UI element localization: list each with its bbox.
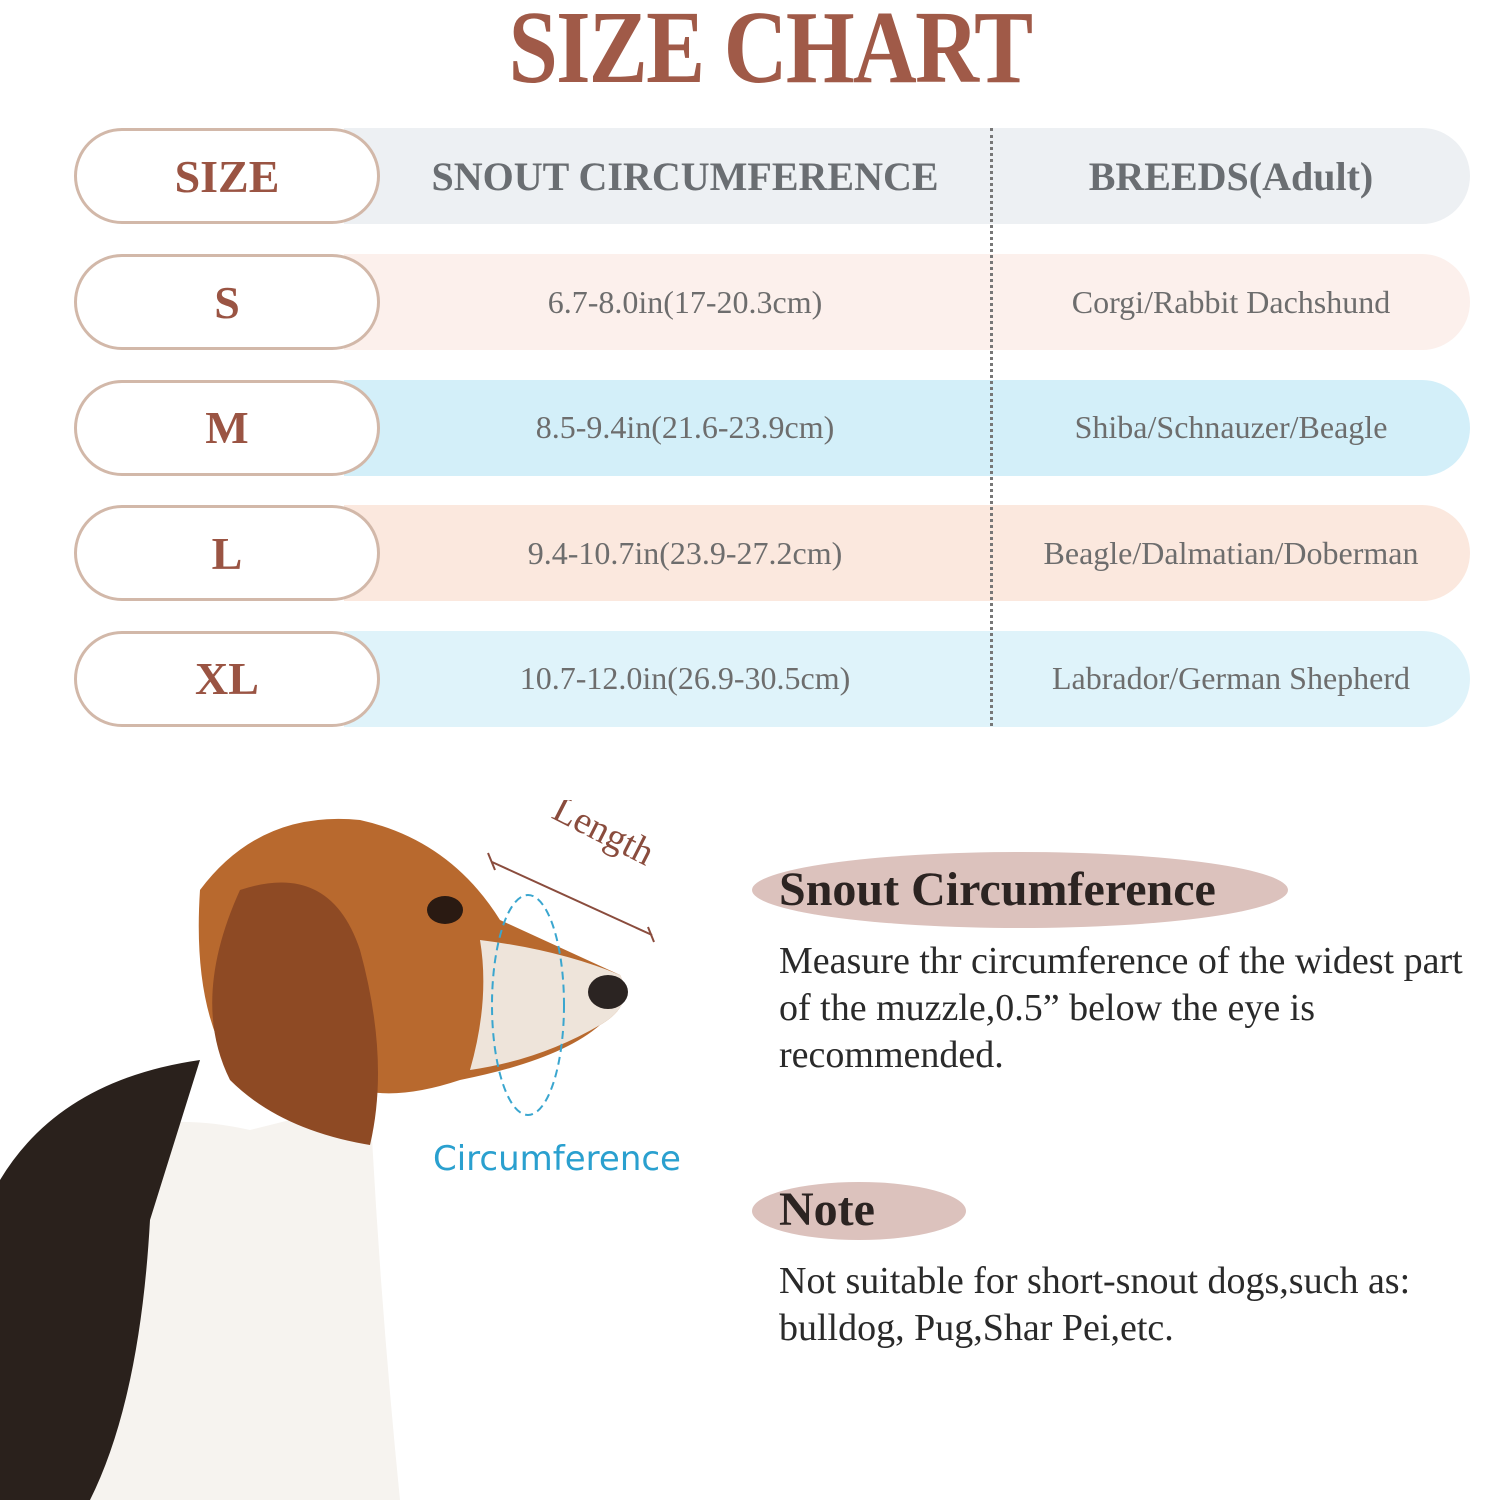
size-cell: L bbox=[74, 505, 380, 601]
snout-heading: Snout Circumference bbox=[779, 863, 1216, 916]
breeds-cell: Beagle/Dalmatian/Doberman bbox=[1043, 534, 1419, 571]
breeds-cell: Shiba/Schnauzer/Beagle bbox=[1074, 409, 1388, 445]
circumference-label: Circumference bbox=[433, 1139, 681, 1179]
row-band bbox=[344, 128, 1470, 224]
row-band bbox=[344, 379, 1470, 476]
page-title: SIZE CHART bbox=[508, 0, 1033, 105]
heading-highlight bbox=[752, 1182, 966, 1240]
row-band bbox=[344, 505, 1470, 601]
circumference-marker bbox=[491, 894, 565, 1116]
header-breeds: BREEDS(Adult) bbox=[1088, 153, 1374, 199]
dog-neck-dark bbox=[0, 1060, 200, 1500]
size-cell: S bbox=[74, 254, 380, 350]
dog-illustration: Length Circumference bbox=[0, 800, 681, 1500]
length-label: Length bbox=[546, 800, 661, 874]
table-row: S 6.7-8.0in(17-20.3cm) Corgi/Rabbit Dach… bbox=[74, 254, 1470, 350]
table-row: M 8.5-9.4in(21.6-23.9cm) Shiba/Schnauzer… bbox=[74, 379, 1470, 476]
size-cell: XL bbox=[74, 630, 380, 727]
dog-eye bbox=[427, 896, 463, 924]
snout-cell: 8.5-9.4in(21.6-23.9cm) bbox=[535, 409, 835, 445]
note-heading: Note bbox=[779, 1183, 875, 1236]
row-band bbox=[344, 630, 1470, 727]
row-band bbox=[344, 254, 1470, 350]
dog-nose bbox=[588, 975, 628, 1009]
snout-cell: 9.4-10.7in(23.9-27.2cm) bbox=[527, 534, 843, 571]
header-snout: SNOUT CIRCUMFERENCE bbox=[431, 153, 939, 199]
note-text: Not suitable for short-snout dogs,such a… bbox=[779, 1260, 1411, 1349]
snout-cell: 10.7-12.0in(26.9-30.5cm) bbox=[519, 660, 851, 696]
dog-muzzle bbox=[470, 940, 625, 1070]
table-row: XL 10.7-12.0in(26.9-30.5cm) Labrador/Ger… bbox=[74, 630, 1470, 727]
breeds-cell: Labrador/German Shepherd bbox=[1051, 660, 1411, 696]
table-row: L 9.4-10.7in(23.9-27.2cm) Beagle/Dalmati… bbox=[74, 505, 1470, 601]
breeds-cell: Corgi/Rabbit Dachshund bbox=[1071, 283, 1391, 320]
size-cell: M bbox=[74, 379, 380, 476]
snout-text: Measure thr circumference of the widest … bbox=[779, 940, 1463, 1076]
heading-highlight bbox=[752, 852, 1288, 928]
column-divider bbox=[990, 128, 993, 726]
length-marker bbox=[491, 861, 653, 936]
dog-ear bbox=[212, 882, 378, 1145]
header-size: SIZE bbox=[74, 128, 380, 224]
table-header: SIZE SNOUT CIRCUMFERENCE BREEDS(Adult) bbox=[74, 128, 1470, 224]
snout-cell: 6.7-8.0in(17-20.3cm) bbox=[547, 283, 823, 320]
